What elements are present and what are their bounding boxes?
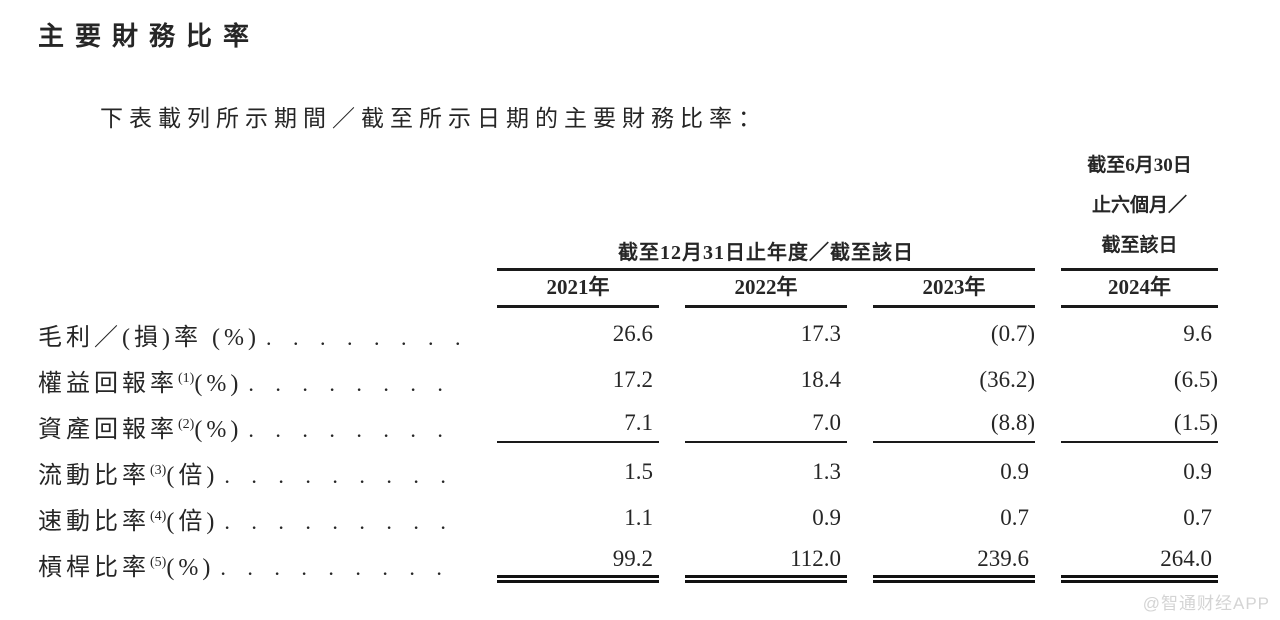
- footnote-superscript: (1): [178, 370, 195, 386]
- row-label-text: 流動比率: [38, 462, 150, 489]
- table-row: 權益回報率(1) (%) 17.2 18.4 (36.2) (6.5): [38, 357, 1218, 403]
- dot-leader: [248, 417, 461, 443]
- cell-2024: 9.6: [1183, 321, 1212, 346]
- cell-2021: 1.5: [624, 459, 653, 484]
- table-row: 資產回報率(2) (%) 7.1 7.0 (8.8) (1.5): [38, 403, 1218, 449]
- cell-2021: 7.1: [497, 410, 659, 443]
- cell-2023: (0.7): [990, 321, 1035, 346]
- row-label: 權益回報率 (1) (%): [38, 363, 497, 398]
- cell-2022: 1.3: [812, 459, 841, 484]
- row-label-text: 槓桿比率: [38, 554, 150, 581]
- cell-2023: 239.6: [873, 546, 1035, 583]
- row-label: 毛利／(損)率 (%): [38, 317, 497, 352]
- cell-2022: 7.0: [685, 410, 847, 443]
- intro-text: 下表載列所示期間／截至所示日期的主要財務比率：: [100, 106, 767, 131]
- cell-2023: 0.7: [1000, 505, 1029, 530]
- row-label-text: 毛利／(損)率 (%): [38, 324, 260, 351]
- interim-period-line-1: 截至6月30日: [1087, 155, 1192, 176]
- table-body: 毛利／(損)率 (%) 26.6 17.3 (0.7) 9.6 權益回報率(1)…: [38, 311, 1218, 587]
- footnote-superscript: (3): [150, 462, 167, 478]
- cell-2021: 99.2: [497, 546, 659, 583]
- interim-period-header: 截至6月30日 止六個月／ 截至該日: [1061, 146, 1218, 271]
- year-column-header: 2022年: [685, 271, 847, 308]
- cell-2021: 17.2: [612, 367, 653, 392]
- year-column-header: 2021年: [497, 271, 659, 308]
- row-label: 槓桿比率 (5) (%): [38, 547, 497, 582]
- cell-2024: (6.5): [1173, 367, 1218, 392]
- cell-2024: 0.9: [1183, 459, 1212, 484]
- row-label-suffix: (%): [194, 370, 243, 397]
- period-header-row: 截至12月31日止年度／截至該日 截至6月30日 止六個月／ 截至該日: [38, 146, 1218, 271]
- row-label-suffix: (倍): [166, 462, 219, 489]
- row-label-text: 權益回報率: [38, 370, 178, 397]
- cell-2023: (36.2): [979, 367, 1035, 392]
- cell-2023: 0.9: [1000, 459, 1029, 484]
- watermark: @智通财经APP: [1142, 594, 1270, 613]
- dot-leader: [248, 371, 461, 397]
- row-label-suffix: (倍): [166, 508, 219, 535]
- footnote-superscript: (4): [150, 508, 167, 524]
- footnote-superscript: (5): [150, 554, 167, 570]
- cell-2021: 26.6: [612, 321, 653, 346]
- interim-period-line-3: 截至該日: [1101, 235, 1178, 256]
- table-row: 毛利／(損)率 (%) 26.6 17.3 (0.7) 9.6: [38, 311, 1218, 357]
- key-financial-ratios-table: 截至12月31日止年度／截至該日 截至6月30日 止六個月／ 截至該日 2021…: [38, 146, 1218, 587]
- table-row: 槓桿比率(5) (%) 99.2 112.0 239.6 264.0: [38, 541, 1218, 587]
- row-label-suffix: (%): [166, 554, 215, 581]
- interim-period-line-2: 止六個月／: [1091, 195, 1187, 216]
- year-column-header: 2024年: [1061, 271, 1218, 308]
- cell-2024: 0.7: [1183, 505, 1212, 530]
- year-header-row: 2021年 2022年 2023年 2024年: [38, 271, 1218, 308]
- cell-2022: 17.3: [800, 321, 841, 346]
- table-row: 流動比率(3)(倍) 1.5 1.3 0.9 0.9: [38, 449, 1218, 495]
- cell-2022: 18.4: [800, 367, 841, 392]
- cell-2024: (1.5): [1061, 410, 1218, 443]
- table-row: 速動比率(4)(倍) 1.1 0.9 0.7 0.7: [38, 495, 1218, 541]
- row-label-text: 資產回報率: [38, 416, 178, 443]
- row-label: 流動比率 (3) (倍): [38, 455, 497, 490]
- row-label: 資產回報率 (2) (%): [38, 409, 497, 444]
- row-label-suffix: (%): [194, 416, 243, 443]
- dot-leader: [224, 463, 461, 489]
- dot-leader: [220, 555, 461, 581]
- cell-2022: 112.0: [685, 546, 847, 583]
- cell-2021: 1.1: [624, 505, 653, 530]
- dot-leader: [224, 509, 461, 535]
- page-title: 主要財務比率: [38, 22, 261, 51]
- cell-2023: (8.8): [873, 410, 1035, 443]
- row-label-text: 速動比率: [38, 508, 150, 535]
- row-label: 速動比率 (4) (倍): [38, 501, 497, 536]
- cell-2024: 264.0: [1061, 546, 1218, 583]
- annual-period-header: 截至12月31日止年度／截至該日: [497, 236, 1035, 271]
- dot-leader: [266, 325, 461, 351]
- footnote-superscript: (2): [178, 416, 195, 432]
- cell-2022: 0.9: [812, 505, 841, 530]
- year-column-header: 2023年: [873, 271, 1035, 308]
